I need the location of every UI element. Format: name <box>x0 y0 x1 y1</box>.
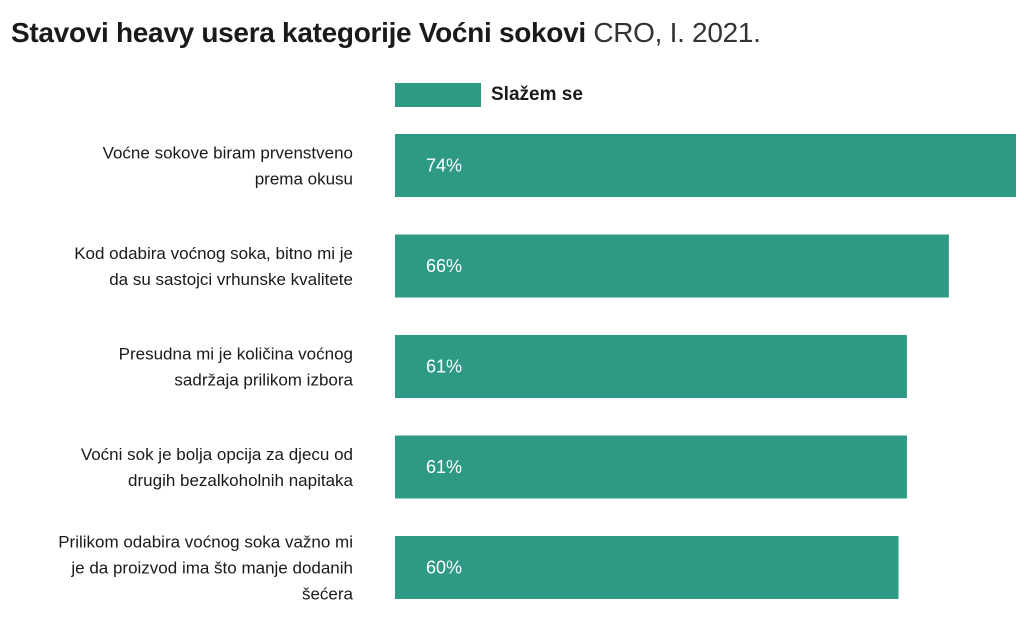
category-label-2-line-1: Kod odabira voćnog soka, bitno mi je <box>74 244 353 263</box>
category-label-4-line-1: Voćni sok je bolja opcija za djecu od <box>81 445 353 464</box>
legend-swatch <box>395 83 481 107</box>
chart-title-light: CRO, I. 2021. <box>593 17 761 48</box>
category-label-1-line-1: Voćne sokove biram prvenstveno <box>103 144 353 163</box>
category-label-2-line-2: da su sastojci vrhunske kvalitete <box>109 270 353 289</box>
bar-value-label-1: 74% <box>426 156 462 176</box>
category-label-3-line-2: sadržaja prilikom izbora <box>174 371 353 390</box>
category-label-4-line-2: drugih bezalkoholnih napitaka <box>128 471 353 490</box>
bar-value-label-2: 66% <box>426 256 462 276</box>
category-label-1-line-2: prema okusu <box>255 170 353 189</box>
bar-5 <box>395 536 899 599</box>
category-label-5-line-1: Prilikom odabira voćnog soka važno mi <box>58 533 353 552</box>
category-label-5-line-2: je da proizvod ima što manje dodanih <box>70 559 353 578</box>
chart-title: Stavovi heavy usera kategorije Voćni sok… <box>11 14 761 52</box>
legend-label: Slažem se <box>491 84 583 105</box>
bar-2 <box>395 234 949 298</box>
bar-1 <box>395 134 1016 197</box>
bar-value-label-5: 60% <box>426 558 462 578</box>
bar-3 <box>395 335 907 398</box>
bar-4 <box>395 435 907 499</box>
category-label-5-line-3: šećera <box>302 585 354 604</box>
bar-value-label-3: 61% <box>426 357 462 377</box>
legend: Slažem se <box>395 82 583 108</box>
category-label-3-line-1: Presudna mi je količina voćnog <box>119 345 353 364</box>
chart-title-bold: Stavovi heavy usera kategorije Voćni sok… <box>11 17 586 48</box>
bar-value-label-4: 61% <box>426 457 462 477</box>
